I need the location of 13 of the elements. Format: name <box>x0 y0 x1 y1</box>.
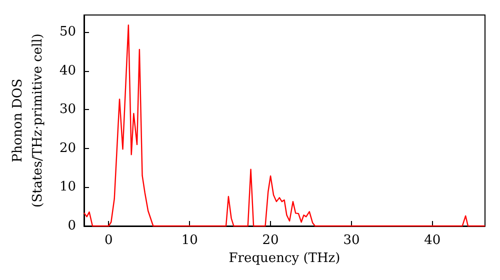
y-tick-label: 10 <box>59 180 76 195</box>
y-tick-label: 30 <box>59 102 76 118</box>
y-tick-label: 20 <box>59 140 76 156</box>
x-tick-label: 0 <box>104 233 113 248</box>
y-tick-label: 40 <box>59 63 76 78</box>
y-tick-label: 50 <box>59 24 76 40</box>
x-tick-label: 30 <box>343 233 360 248</box>
y-axis-title: Phonon DOS (States/THz·primitive cell) <box>10 33 46 208</box>
x-axis-title: Frequency (THz) <box>228 250 340 266</box>
y-tick-label: 0 <box>68 218 76 234</box>
x-tick-label: 10 <box>181 233 198 248</box>
x-tick-label: 20 <box>262 233 279 248</box>
x-tick-label: 40 <box>424 233 441 248</box>
